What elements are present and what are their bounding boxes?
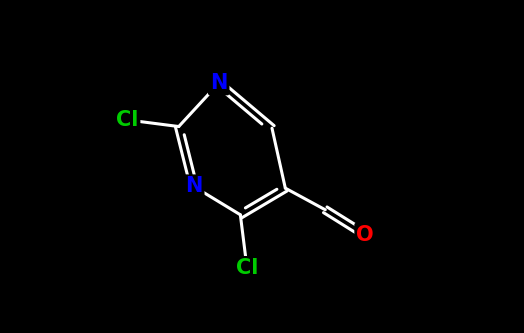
Text: Cl: Cl (236, 258, 258, 278)
Text: O: O (356, 225, 374, 245)
Text: N: N (185, 176, 202, 196)
Text: N: N (210, 73, 227, 93)
Text: Cl: Cl (116, 110, 138, 130)
